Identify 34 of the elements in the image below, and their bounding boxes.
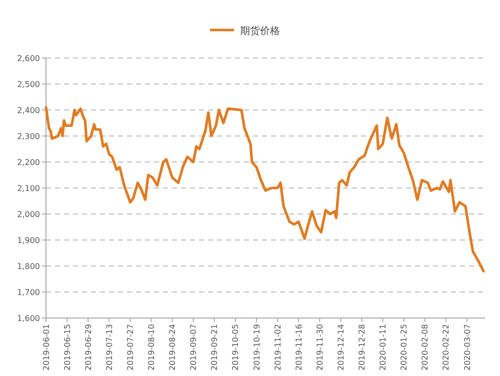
x-tick-label: 2019-06-29	[84, 324, 93, 370]
y-tick-label: 2,100	[17, 184, 40, 193]
x-tick-label: 2020-01-25	[400, 324, 409, 370]
x-tick-label: 2019-11-30	[315, 324, 324, 370]
x-tick-label: 2020-02-22	[442, 324, 451, 370]
x-tick-label: 2019-12-14	[336, 324, 346, 370]
x-tick-label: 2019-11-02	[273, 324, 282, 370]
y-tick-label: 2,000	[17, 210, 40, 219]
x-tick-label: 2019-08-24	[168, 324, 178, 370]
x-tick-label: 2019-07-13	[104, 324, 114, 370]
x-tick-label: 2019-10-19	[252, 324, 262, 370]
x-tick-label: 2019-08-10	[147, 324, 156, 370]
y-tick-label: 1,700	[17, 288, 40, 297]
x-tick-label: 2019-06-01	[42, 324, 51, 370]
y-tick-label: 2,500	[17, 80, 40, 89]
x-tick-label: 2019-09-21	[210, 324, 220, 370]
y-tick-label: 1,900	[17, 236, 40, 245]
line-series	[44, 106, 485, 272]
x-tick-label: 2020-02-08	[420, 324, 430, 370]
y-tick-label: 1,600	[17, 314, 40, 323]
y-tick-label: 2,600	[17, 54, 40, 63]
x-tick-label: 2019-12-28	[358, 324, 367, 370]
x-tick-label: 2019-07-27	[126, 324, 135, 370]
x-tick-label: 2019-06-15	[62, 324, 72, 370]
x-tick-label: 2019-11-16	[294, 324, 304, 370]
x-tick-label: 2020-01-11	[378, 324, 388, 370]
x-tick-label: 2019-09-07	[189, 324, 198, 370]
x-tick-label: 2020-03-07	[462, 324, 472, 370]
legend-label: 期货价格	[240, 25, 280, 37]
y-tick-label: 2,200	[17, 158, 40, 167]
x-tick-label: 2019-10-05	[231, 324, 240, 370]
y-tick-label: 2,300	[17, 132, 40, 141]
y-tick-label: 1,800	[17, 262, 40, 271]
y-tick-label: 2,400	[17, 106, 40, 115]
